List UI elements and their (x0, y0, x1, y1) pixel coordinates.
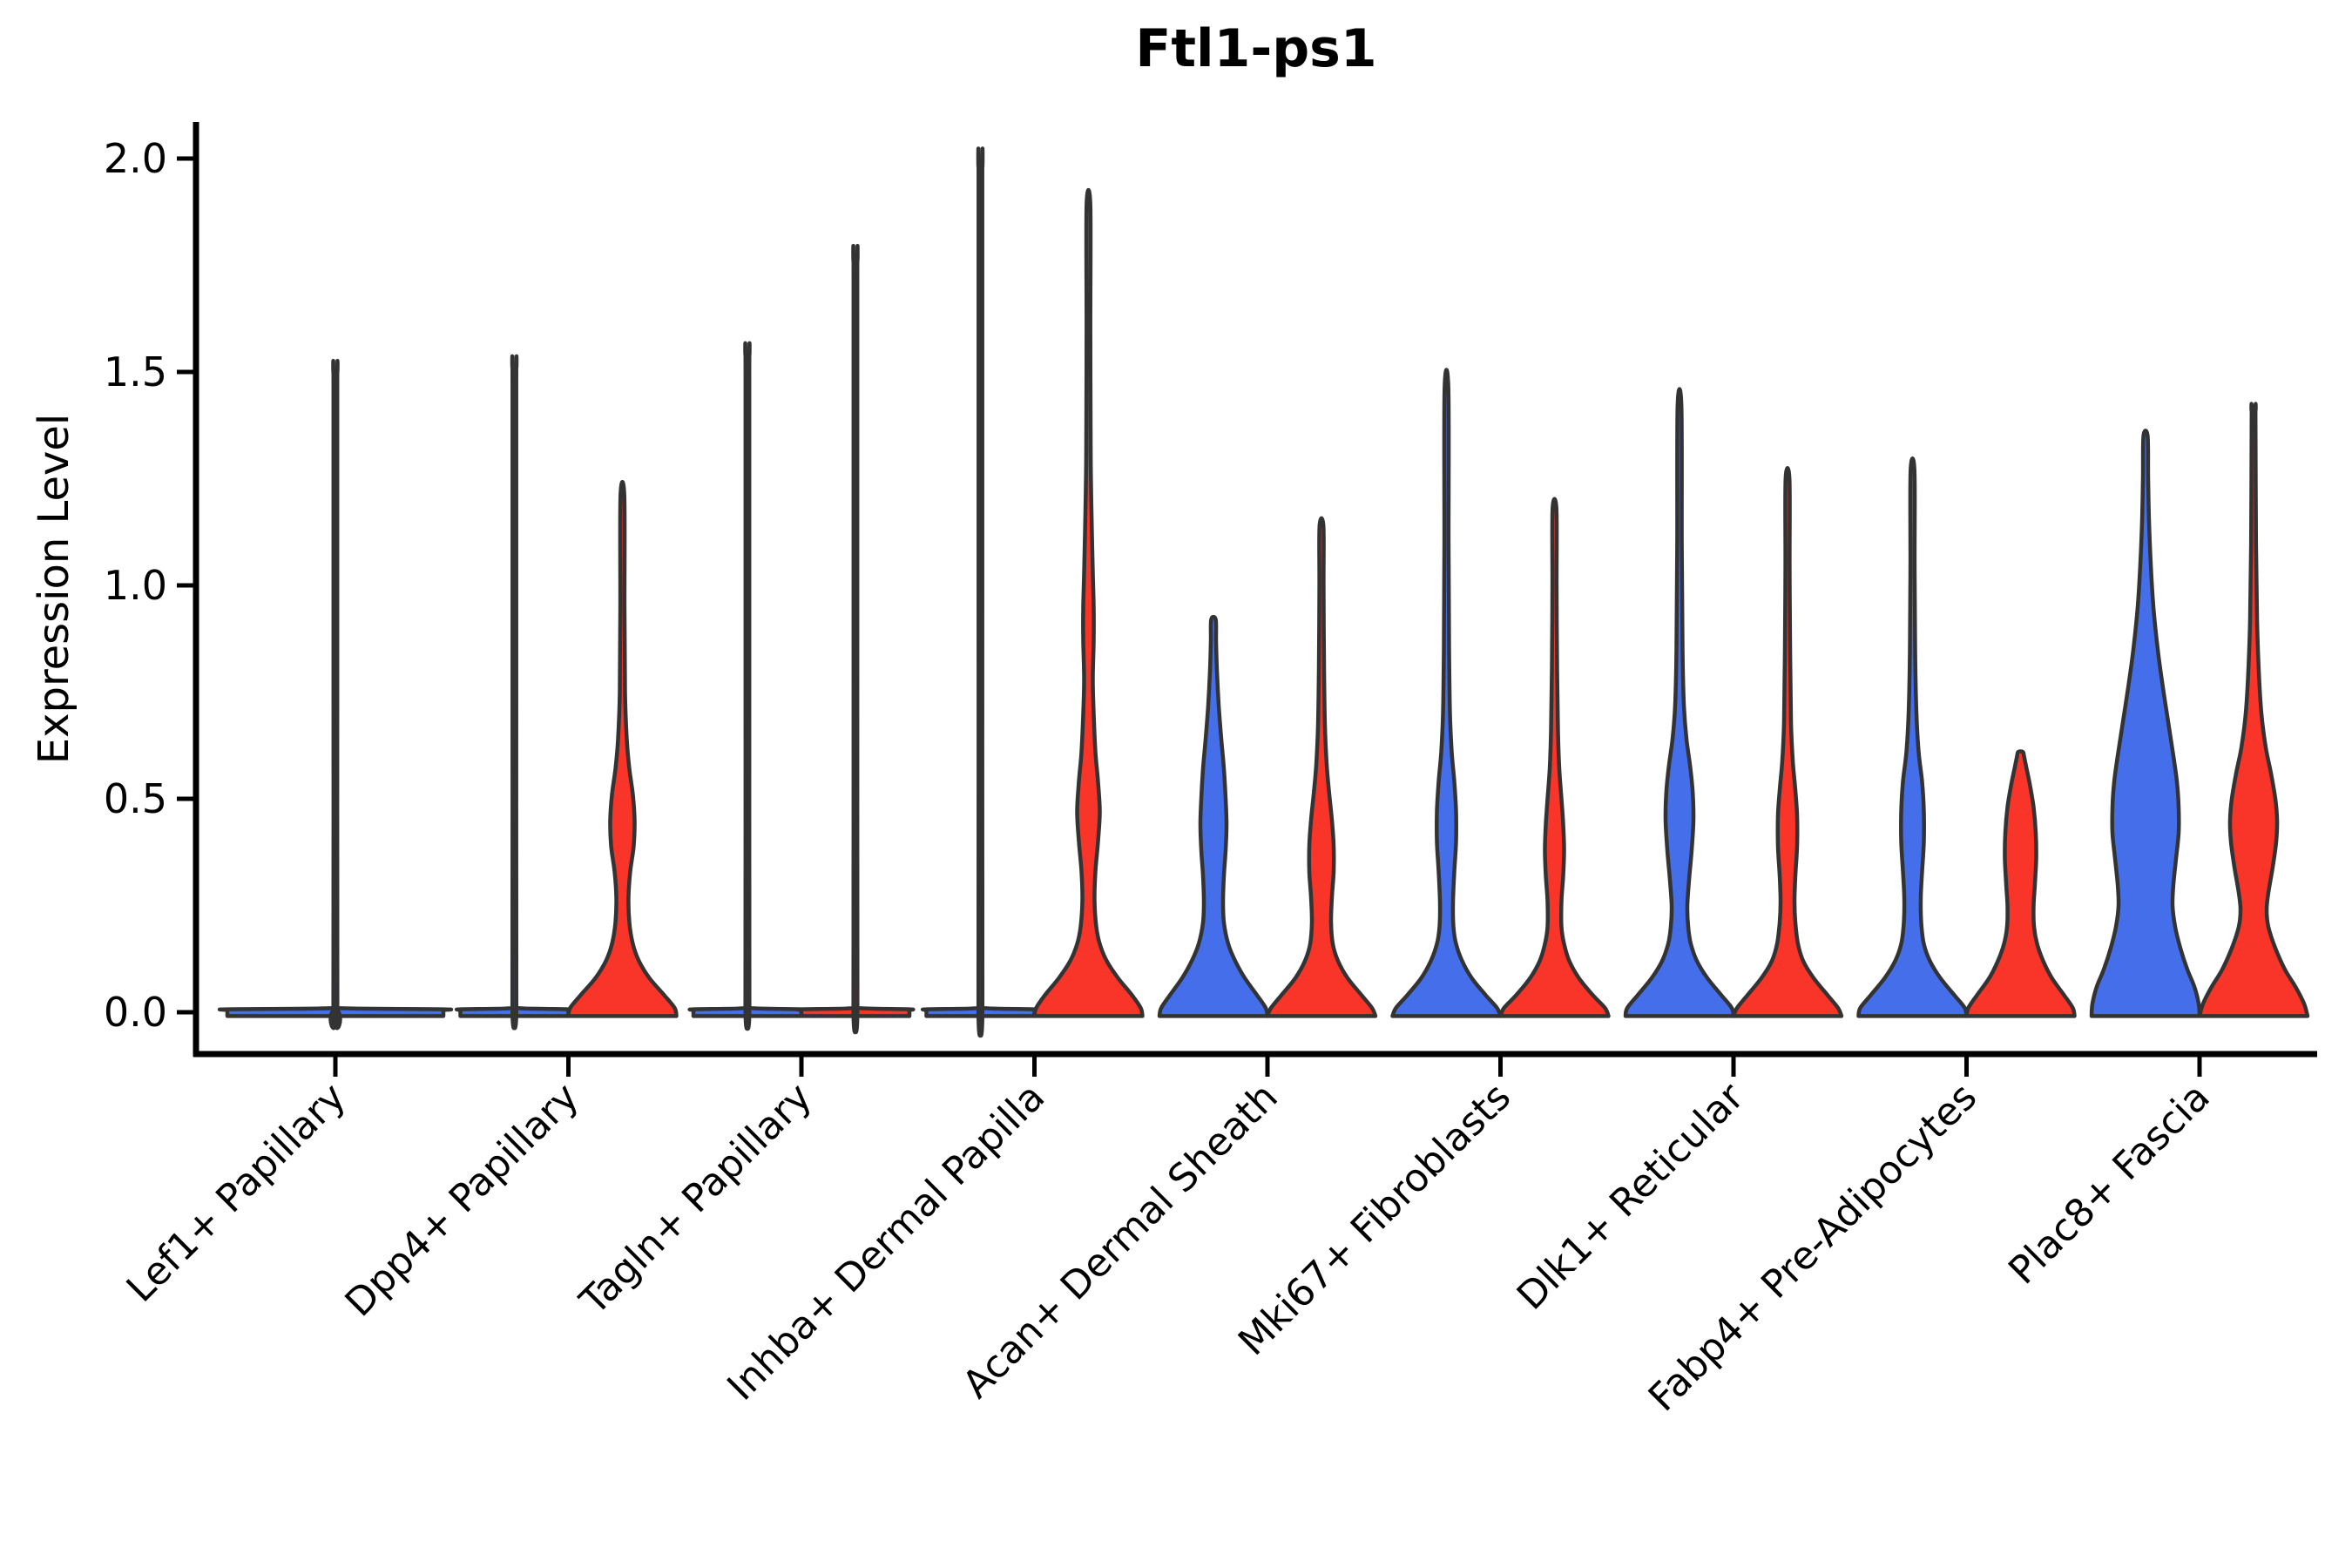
violin-3-red (1032, 187, 1145, 1018)
violin-7-red (1964, 749, 2077, 1018)
violin-8-blue (2089, 429, 2202, 1018)
violin-7-blue (1856, 456, 1969, 1018)
violin-2-red (795, 243, 916, 1034)
violin-1-blue (454, 354, 575, 1031)
x-tick-label-0: Lef1+ Papillary (118, 1075, 355, 1311)
y-tick-label: 0.0 (104, 989, 167, 1036)
violin-layer (217, 146, 2310, 1037)
x-tick-label-2: Tagln+ Papillary (571, 1075, 821, 1324)
y-axis-label: Expression Level (30, 414, 78, 765)
y-tick-label: 2.0 (104, 135, 167, 182)
violin-4-blue (1157, 614, 1270, 1018)
x-tick-label-6: Dlk1+ Reticular (1509, 1074, 1754, 1319)
violin-3-blue (920, 146, 1041, 1037)
plot-title: Ftl1-ps1 (1135, 18, 1376, 79)
violin-5-blue (1390, 368, 1503, 1018)
x-tick-label-1: Dpp4+ Papillary (337, 1075, 588, 1326)
violin-0-blue (217, 359, 454, 1031)
violin-8-red (2197, 402, 2310, 1018)
y-tick-label: 0.5 (104, 775, 167, 822)
y-tick-label: 1.5 (104, 348, 167, 395)
violin-6-red (1731, 466, 1844, 1018)
violin-1-red (566, 479, 679, 1018)
violin-2-blue (687, 341, 808, 1031)
violin-6-blue (1623, 387, 1736, 1018)
x-tick-label-8: Plac8+ Fascia (2000, 1075, 2219, 1294)
violin-4-red (1265, 516, 1378, 1018)
y-tick-label: 1.0 (104, 562, 167, 609)
violin-5-red (1498, 497, 1611, 1018)
